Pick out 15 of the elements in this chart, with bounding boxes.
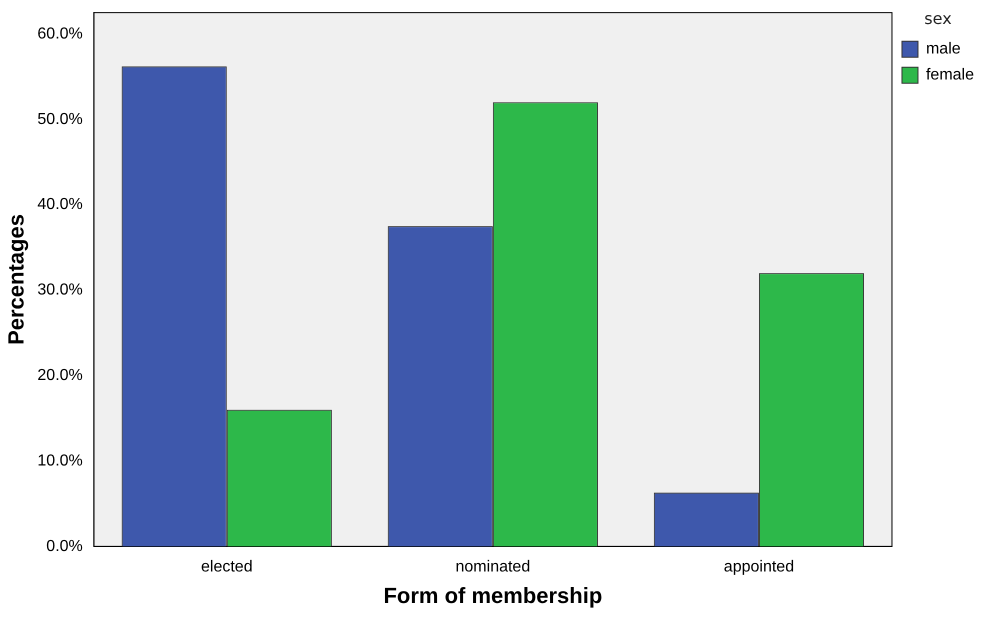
x-axis-title: Form of membership [383,582,602,608]
x-tick-label: appointed [724,558,794,576]
y-tick-label: 10.0% [37,452,83,470]
y-tick-label: 40.0% [37,196,83,214]
y-tick-label: 20.0% [37,366,83,384]
y-axis-title: Percentages [3,214,28,345]
y-tick-label: 0.0% [46,538,83,555]
x-tick-label: nominated [456,558,530,576]
y-tick-label: 50.0% [37,110,83,128]
y-tick-label: 60.0% [37,25,83,42]
legend-label: female [926,66,974,84]
x-tick-label: elected [201,558,253,576]
y-tick-label: 30.0% [37,282,83,299]
legend-label: male [926,40,961,58]
legend-title: sex [924,9,952,28]
